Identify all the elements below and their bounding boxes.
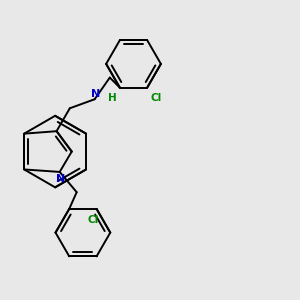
Text: N: N — [91, 89, 100, 99]
Text: Cl: Cl — [88, 215, 99, 225]
Text: N: N — [56, 174, 65, 184]
Text: H: H — [108, 93, 116, 103]
Text: Cl: Cl — [150, 93, 162, 103]
